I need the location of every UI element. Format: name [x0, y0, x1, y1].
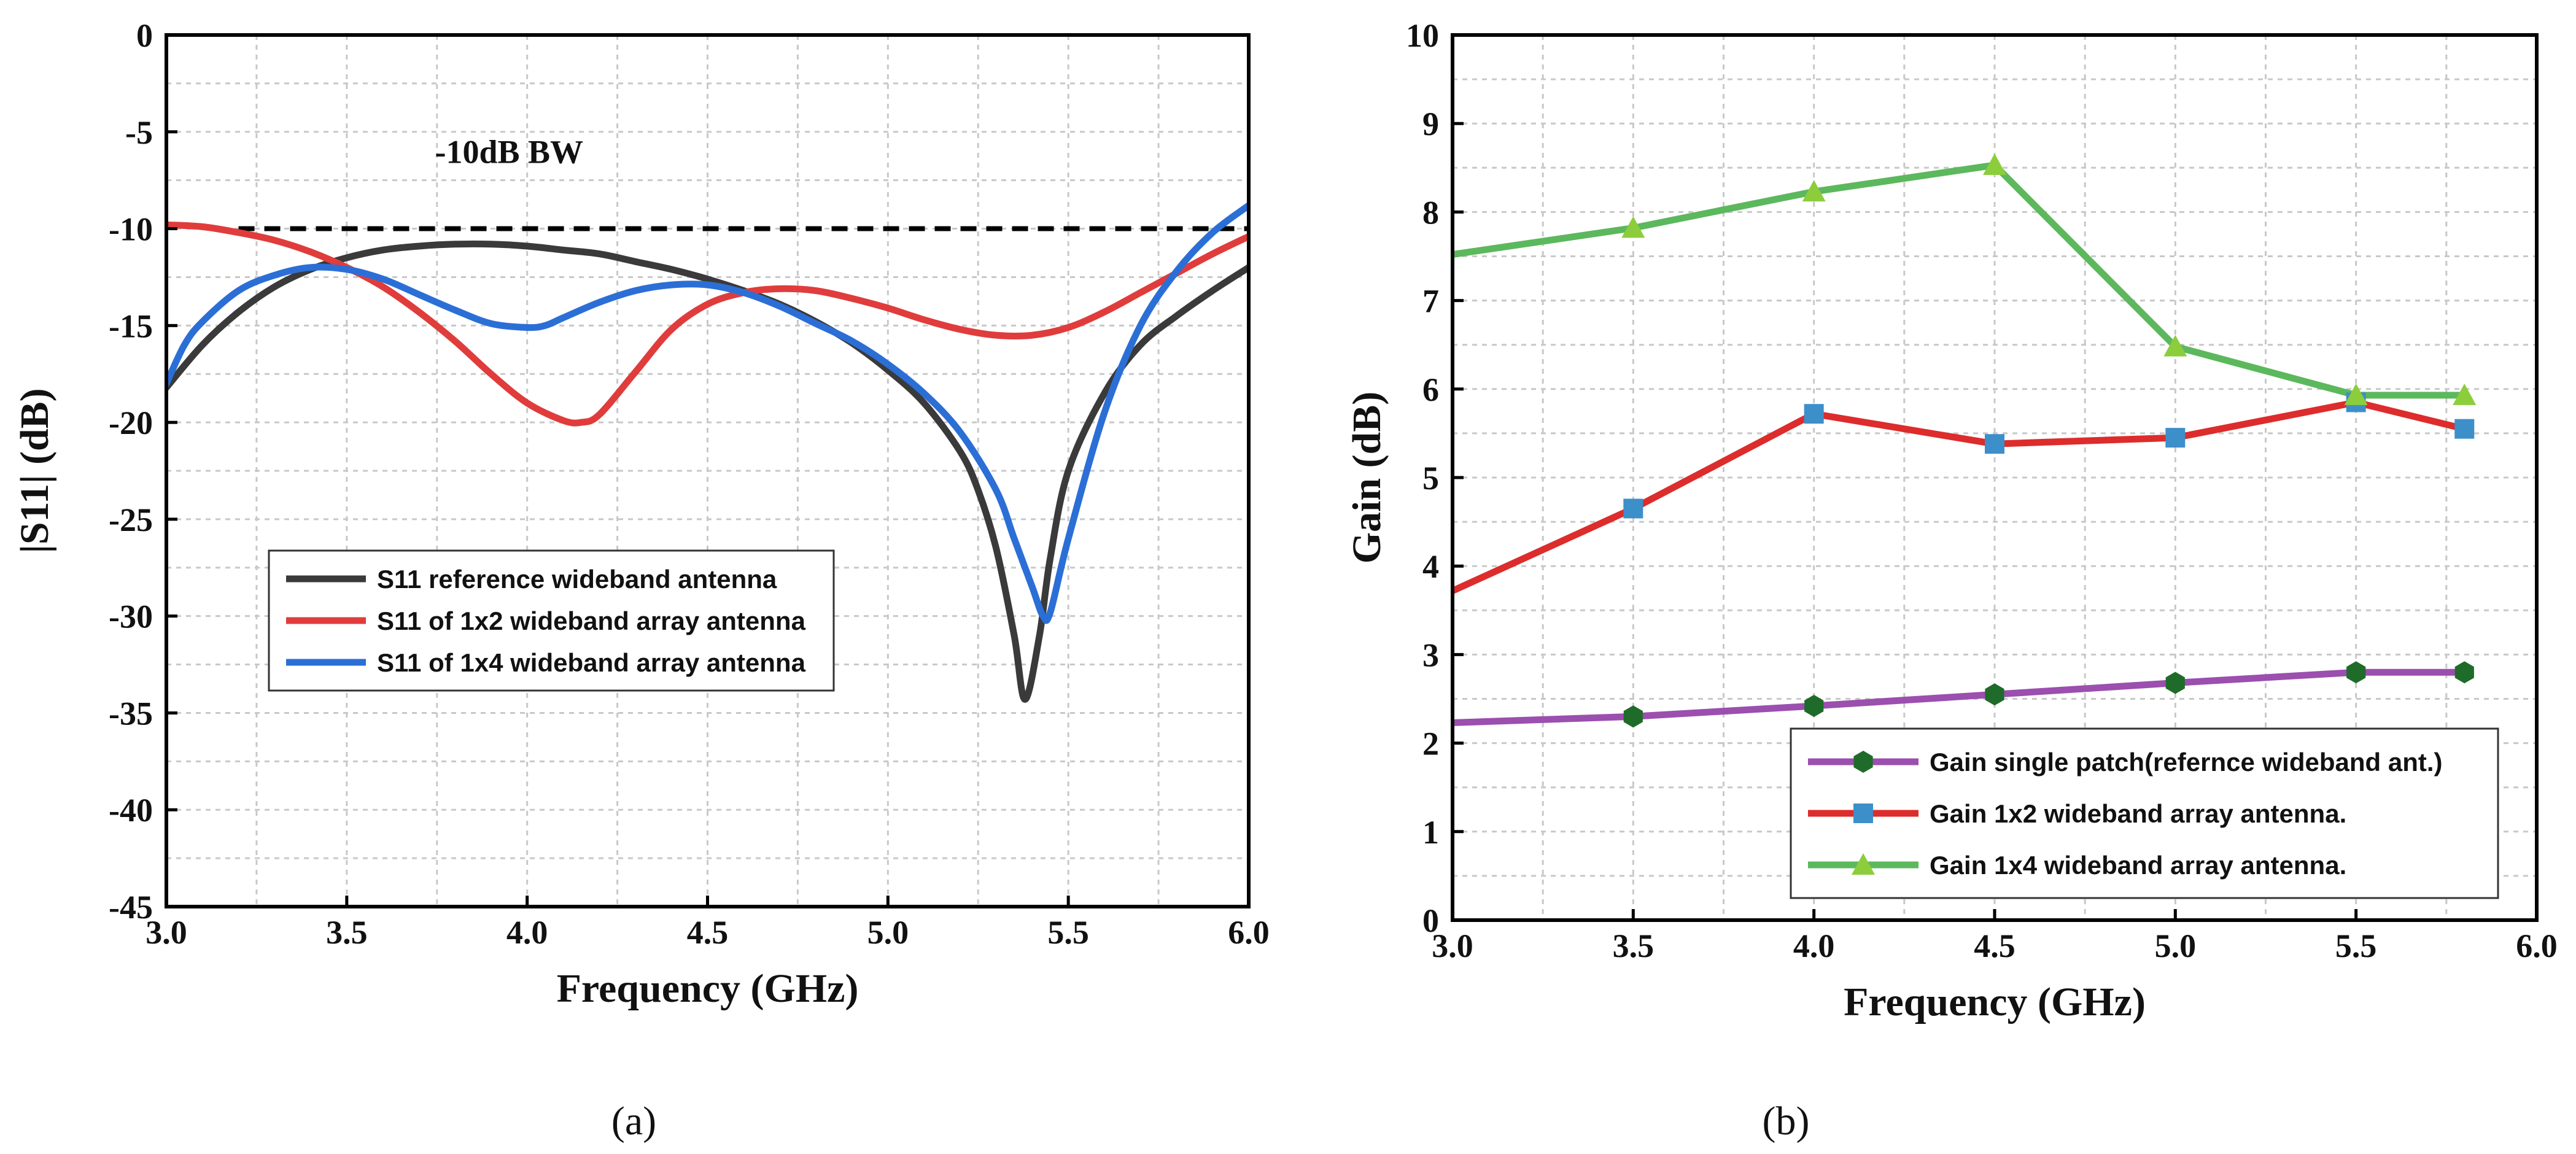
data-point-marker	[2344, 383, 2368, 405]
x-tick-label: 4.5	[1974, 927, 2015, 964]
x-tick-label: 4.0	[1793, 927, 1835, 964]
y-axis-title: Gain (dB)	[1344, 392, 1389, 564]
y-tick-label: 7	[1422, 283, 1439, 320]
data-point-marker	[1623, 705, 1643, 728]
legend-marker	[1853, 804, 1873, 823]
x-tick-label: 6.0	[1228, 914, 1270, 951]
x-tick-label: 4.0	[506, 914, 548, 951]
x-tick-label: 5.0	[2155, 927, 2197, 964]
axis-ticks	[1451, 33, 2539, 922]
legend-label: S11 reference wideband antenna	[377, 565, 777, 594]
y-tick-label: -15	[109, 308, 153, 344]
y-tick-label: 1	[1422, 814, 1439, 851]
legend-label: Gain single patch(refernce wideband ant.…	[1930, 748, 2443, 776]
data-point-marker	[1983, 153, 2006, 175]
data-point-marker	[2165, 672, 2185, 694]
series-markers-1	[1623, 661, 2474, 728]
legend-label: Gain 1x4 wideband array antenna.	[1930, 851, 2346, 880]
data-point-marker	[2346, 661, 2366, 684]
x-tick-label: 6.0	[2516, 927, 2558, 964]
x-tick-label: 3.5	[326, 914, 368, 951]
legend: Gain single patch(refernce wideband ant.…	[1790, 727, 2499, 899]
x-tick-label: 5.5	[1047, 914, 1089, 951]
chart-panel-b: 3.0 3.5 4.0 4.5 5.0 5.5 6.0 0 1 2 3 4 5 6 7 8 9 10 Frequen…	[1344, 17, 2558, 1144]
y-tick-label: 8	[1422, 194, 1439, 231]
y-tick-label: 3	[1422, 637, 1439, 673]
x-tick-label: 5.0	[867, 914, 909, 951]
legend-label: Gain 1x2 wideband array antenna.	[1930, 799, 2346, 828]
legend-marker	[1853, 751, 1873, 773]
data-point-marker	[2453, 383, 2477, 405]
data-point-marker	[1804, 404, 1824, 424]
series-line-3	[166, 202, 1249, 624]
x-tick-label: 5.5	[2335, 927, 2377, 964]
legend: S11 reference wideband antenna S11 of 1x2…	[268, 549, 835, 692]
panel-label: (b)	[1763, 1099, 1810, 1144]
y-tick-label: -40	[109, 792, 153, 829]
series-markers-3	[1621, 153, 2477, 405]
y-tick-label: 4	[1422, 548, 1439, 585]
y-tick-label: -25	[109, 501, 153, 538]
y-tick-label: -45	[109, 889, 153, 926]
y-tick-label: -30	[109, 598, 153, 635]
chart-panel-a: 3.0 3.5 4.0 4.5 5.0 5.5 6.0 0 -5 -10 -15 -20 -25 -30 -…	[12, 17, 1270, 1144]
y-tick-label: -35	[109, 695, 153, 732]
y-tick-label: 6	[1422, 371, 1439, 408]
x-tick-label: 3.5	[1613, 927, 1655, 964]
y-tick-label: 0	[1422, 902, 1439, 939]
legend-marker	[1852, 853, 1875, 875]
data-point-marker	[1985, 434, 2004, 454]
data-point-marker	[2163, 335, 2187, 357]
y-tick-label: 10	[1406, 17, 1439, 54]
data-point-marker	[1985, 683, 2004, 706]
y-tick-label: -5	[125, 114, 153, 151]
bandwidth-annotation: -10dB BW	[435, 133, 584, 170]
panel-label: (a)	[611, 1099, 656, 1144]
x-tick-label: 4.5	[687, 914, 729, 951]
data-point-marker	[2454, 419, 2475, 439]
data-point-marker	[2165, 428, 2186, 448]
data-point-marker	[2454, 661, 2474, 684]
data-point-marker	[1804, 695, 1824, 717]
legend-label: S11 of 1x2 wideband array antenna	[377, 606, 806, 635]
y-axis-title: |S11| (dB)	[12, 388, 57, 553]
y-tick-label: 9	[1422, 106, 1439, 142]
y-tick-label: 5	[1422, 460, 1439, 497]
series-3	[166, 202, 1249, 624]
data-point-marker	[1621, 216, 1645, 238]
y-tick-label: 0	[136, 17, 153, 54]
x-axis-title: Frequency (GHz)	[1844, 980, 2146, 1024]
x-tick-label: 3.0	[145, 914, 187, 951]
x-tick-label: 3.0	[1432, 927, 1473, 964]
legend-label: S11 of 1x4 wideband array antenna	[377, 648, 806, 677]
y-tick-label: 2	[1422, 726, 1439, 762]
y-tick-label: -20	[109, 405, 153, 441]
y-tick-label: -10	[109, 211, 153, 248]
data-point-marker	[1802, 180, 1826, 202]
x-axis-title: Frequency (GHz)	[557, 966, 859, 1011]
axis-ticks	[165, 33, 1251, 908]
data-point-marker	[1623, 498, 1643, 519]
